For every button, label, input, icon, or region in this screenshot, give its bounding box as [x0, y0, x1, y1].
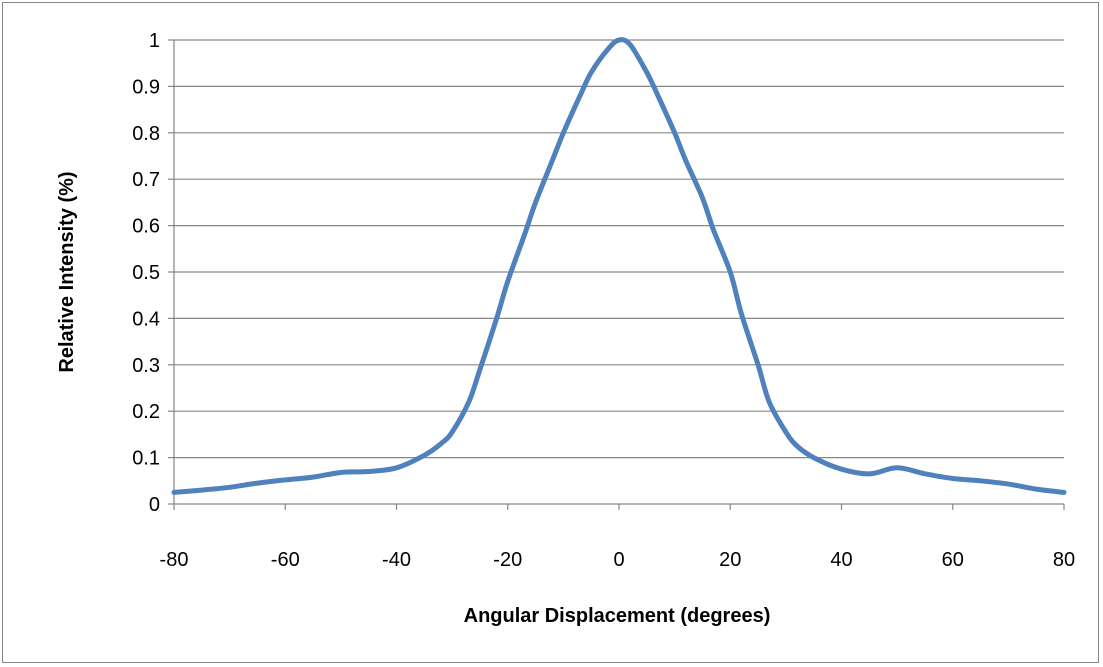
y-tick-label: 0.6: [132, 216, 160, 238]
y-tick-label: 0.5: [132, 262, 160, 284]
x-axis-title: Angular Displacement (degrees): [464, 605, 771, 627]
y-tick-label: 0.2: [132, 401, 160, 423]
x-tick-label: -20: [493, 549, 522, 571]
tick-labels: 0 0.1 0.2 0.3 0.4 0.5 0.6 0.7 0.8 0.9 1 -80 -60 -40 -2…: [132, 30, 1075, 571]
y-tick-label: 0: [149, 494, 160, 516]
y-tick-label: 0.9: [132, 76, 160, 98]
x-tick-label: -80: [160, 549, 189, 571]
x-tick-label: -60: [271, 549, 300, 571]
series-line: [171, 37, 1067, 495]
gridlines: [174, 39, 1064, 459]
x-tick-label: 0: [613, 549, 624, 571]
y-tick-label: 0.4: [132, 308, 160, 330]
series: [171, 37, 1067, 495]
y-tick-label: 0.7: [132, 169, 160, 191]
x-tick-label: 80: [1053, 549, 1075, 571]
x-tick-label: -40: [382, 549, 411, 571]
y-tick-label: 0.3: [132, 355, 160, 377]
y-tick-label: 1: [149, 30, 160, 52]
x-tick-label: 60: [942, 549, 964, 571]
y-tick-label: 0.8: [132, 123, 160, 145]
x-tick-label: 20: [719, 549, 741, 571]
x-tick-label: 40: [830, 549, 852, 571]
y-tick-label: 0.1: [132, 448, 160, 470]
axes: [168, 39, 1065, 510]
y-axis-title: Relative Intensity (%): [56, 171, 78, 372]
